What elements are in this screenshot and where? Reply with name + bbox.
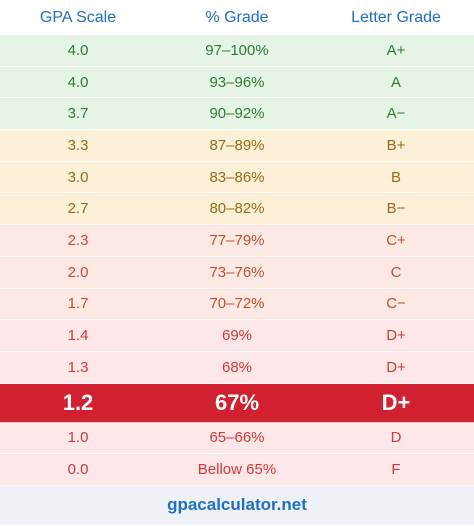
table-cell: 67% xyxy=(214,389,260,415)
header-row: GPA Scale % Grade Letter Grade xyxy=(0,0,474,35)
table-cell: Bellow 65% xyxy=(197,461,277,479)
table-row: 3.7 90–92% A− xyxy=(0,98,474,131)
table-row: 3.3 87–89% B+ xyxy=(0,130,474,162)
table-cell: 65–66% xyxy=(209,429,265,447)
table-row: 2.7 80–82% B− xyxy=(0,193,474,226)
table-cell: 1.0 xyxy=(67,429,89,447)
table-row: 0.0 Bellow 65% F xyxy=(0,454,474,486)
table-cell: 73–76% xyxy=(209,263,265,281)
header-cell: GPA Scale xyxy=(39,8,117,26)
table-cell: D xyxy=(390,429,402,447)
table-cell: 3.7 xyxy=(67,105,89,123)
table-row: 4.0 97–100% A+ xyxy=(0,35,474,67)
table-cell: 1.4 xyxy=(67,327,89,345)
table-cell: 70–72% xyxy=(209,295,265,313)
table-cell: B− xyxy=(386,200,406,218)
table-cell: 2.7 xyxy=(67,200,89,218)
table-cell: 2.0 xyxy=(67,263,89,281)
footer: gpacalculator.net xyxy=(0,485,474,525)
table-cell: 97–100% xyxy=(205,41,269,59)
table-cell: D+ xyxy=(386,327,406,345)
table-cell: 2.3 xyxy=(67,231,89,249)
table-row: 1.4 69% D+ xyxy=(0,320,474,352)
table-row: 4.0 93–96% A xyxy=(0,66,474,99)
table-row: 2.0 73–76% C xyxy=(0,256,474,289)
table-cell: B+ xyxy=(386,136,406,154)
table-cell: 4.0 xyxy=(67,73,89,91)
table-cell: 87–89% xyxy=(209,136,265,154)
table-cell: 4.0 xyxy=(67,41,89,59)
table-cell: C− xyxy=(386,295,406,313)
table-cell: B xyxy=(390,168,401,186)
header-cell: Letter Grade xyxy=(351,8,441,26)
table-row: 3.0 83–86% B xyxy=(0,161,474,194)
table-cell: 90–92% xyxy=(209,105,265,123)
table-row: 1.3 68% D+ xyxy=(0,351,474,384)
table-cell: D+ xyxy=(386,358,406,376)
table-cell: 3.3 xyxy=(67,136,89,154)
table-cell: 1.3 xyxy=(67,358,89,376)
table-cell: 93–96% xyxy=(209,73,265,91)
table-cell: 3.0 xyxy=(67,168,89,186)
table-cell: 77–79% xyxy=(209,231,265,249)
table-cell: 1.7 xyxy=(67,295,89,313)
table-cell: C xyxy=(390,263,402,281)
table-cell: 80–82% xyxy=(209,200,265,218)
table-cell: 68% xyxy=(221,358,253,376)
table-cell: A xyxy=(390,73,401,91)
table-cell: F xyxy=(391,461,401,479)
table-cell: A+ xyxy=(386,41,406,59)
table-row: 2.3 77–79% C+ xyxy=(0,225,474,257)
table-row: 1.2 67% D+ xyxy=(0,383,474,423)
table-cell: 1.2 xyxy=(62,389,94,415)
table-cell: C+ xyxy=(386,231,406,249)
header-cell: % Grade xyxy=(205,8,269,26)
table-row: 1.7 70–72% C− xyxy=(0,288,474,321)
table-cell: 83–86% xyxy=(209,168,265,186)
table-cell: 69% xyxy=(221,327,253,345)
table-row: 1.0 65–66% D xyxy=(0,422,474,455)
table-cell: D+ xyxy=(381,389,411,415)
table-cell: 0.0 xyxy=(67,461,89,479)
table-body: 4.0 97–100% A+ 4.0 93–96% A 3.7 90–92% A− 3.3 87–8… xyxy=(0,35,474,486)
table-cell: A− xyxy=(386,105,406,123)
